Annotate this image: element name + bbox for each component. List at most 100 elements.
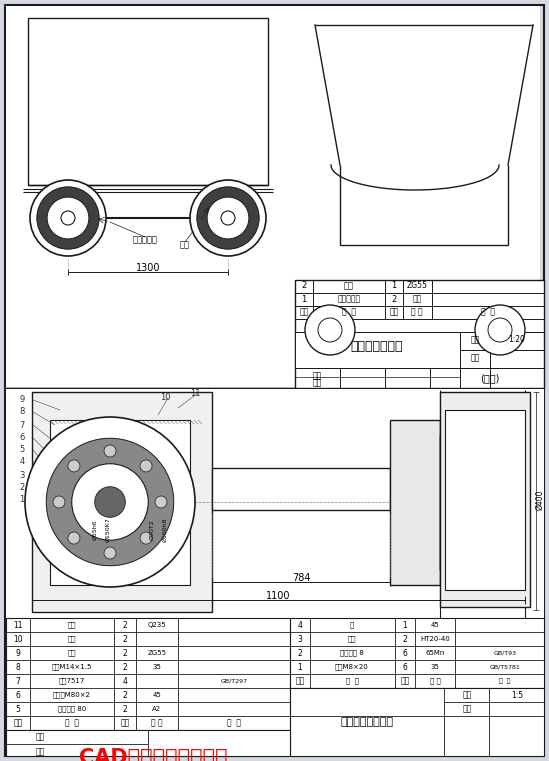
- Text: 10: 10: [13, 635, 23, 644]
- Circle shape: [46, 438, 173, 565]
- Text: 数量: 数量: [389, 307, 399, 317]
- Circle shape: [104, 445, 116, 457]
- Text: 1: 1: [391, 282, 396, 291]
- Text: 备  注: 备 注: [481, 307, 495, 317]
- Circle shape: [72, 463, 148, 540]
- Circle shape: [46, 233, 53, 240]
- Text: 1:5: 1:5: [511, 690, 523, 699]
- Text: 7: 7: [15, 677, 20, 686]
- Circle shape: [206, 233, 213, 240]
- Text: 8: 8: [19, 407, 25, 416]
- Text: 备  注: 备 注: [227, 718, 241, 728]
- Text: 压盖: 压盖: [68, 622, 76, 629]
- Circle shape: [475, 305, 525, 355]
- Bar: [290, 618, 544, 688]
- Text: 名  称: 名 称: [65, 718, 79, 728]
- Text: 矿车行走轮: 矿车行走轮: [338, 295, 361, 304]
- Text: 弹簧垫圈 8: 弹簧垫圈 8: [340, 650, 364, 656]
- Text: Ø55h6: Ø55h6: [92, 520, 98, 540]
- Text: 比例: 比例: [470, 336, 480, 345]
- Text: 1: 1: [298, 663, 302, 671]
- Text: 5: 5: [15, 705, 20, 714]
- Text: 2: 2: [122, 648, 127, 658]
- Circle shape: [199, 215, 206, 221]
- Text: 名  称: 名 称: [345, 678, 358, 684]
- Text: 2: 2: [391, 295, 396, 304]
- Text: Q235: Q235: [148, 622, 166, 628]
- Bar: [28, 18, 268, 185]
- Text: 45: 45: [430, 622, 439, 628]
- Text: 序号: 序号: [295, 677, 305, 686]
- Text: 重量: 重量: [462, 705, 472, 714]
- Bar: [440, 392, 530, 607]
- Bar: [390, 420, 440, 585]
- Circle shape: [207, 197, 249, 239]
- Circle shape: [30, 180, 106, 256]
- Text: 止动垫圈 80: 止动垫圈 80: [58, 705, 86, 712]
- Text: 矿车装配示意图: 矿车装配示意图: [351, 340, 404, 354]
- Text: 部件: 部件: [412, 295, 422, 304]
- Circle shape: [53, 496, 65, 508]
- Text: 35: 35: [430, 664, 439, 670]
- Circle shape: [38, 215, 46, 221]
- Text: 1: 1: [301, 295, 307, 304]
- Text: 6: 6: [15, 690, 20, 699]
- Text: 序号: 序号: [13, 718, 23, 728]
- Circle shape: [64, 189, 71, 196]
- Circle shape: [61, 211, 75, 225]
- Text: 审核: 审核: [312, 378, 322, 387]
- Text: 制图: 制图: [312, 371, 322, 380]
- Text: 6: 6: [402, 663, 407, 671]
- Text: 11: 11: [190, 389, 200, 397]
- Text: 11: 11: [13, 620, 23, 629]
- Circle shape: [206, 196, 213, 203]
- Circle shape: [140, 532, 152, 544]
- Circle shape: [91, 215, 97, 221]
- Text: 重量: 重量: [470, 354, 480, 362]
- Text: 材 料: 材 料: [151, 718, 163, 728]
- Text: 10: 10: [160, 393, 170, 403]
- Circle shape: [37, 187, 99, 249]
- Text: 2: 2: [122, 635, 127, 644]
- Circle shape: [225, 189, 232, 196]
- Circle shape: [305, 305, 355, 355]
- Text: 车斗: 车斗: [344, 282, 354, 291]
- Text: 2: 2: [122, 620, 127, 629]
- Circle shape: [225, 240, 232, 247]
- Bar: [6, 618, 290, 730]
- Text: (单位): (单位): [480, 373, 500, 383]
- Circle shape: [250, 215, 257, 221]
- Text: 材 料: 材 料: [430, 678, 440, 684]
- Text: 螺塞M14×1.5: 螺塞M14×1.5: [52, 664, 92, 670]
- Circle shape: [221, 211, 235, 225]
- Text: 3: 3: [19, 470, 25, 479]
- Text: 备  注: 备 注: [499, 678, 511, 684]
- Text: 矿车行走轮装配图: 矿车行走轮装配图: [340, 717, 394, 727]
- Text: Ø400: Ø400: [535, 490, 545, 510]
- Text: 车轮: 车轮: [68, 650, 76, 656]
- Bar: [6, 618, 544, 756]
- Text: 7: 7: [19, 421, 25, 429]
- Circle shape: [488, 318, 512, 342]
- Text: 制图: 制图: [36, 733, 45, 741]
- Text: Ø160h8: Ø160h8: [163, 517, 167, 543]
- Text: 3: 3: [298, 635, 302, 644]
- Bar: [295, 332, 460, 368]
- Text: 4: 4: [298, 620, 302, 629]
- Circle shape: [243, 196, 250, 203]
- Circle shape: [190, 180, 266, 256]
- Text: 35: 35: [153, 664, 161, 670]
- Circle shape: [243, 233, 250, 240]
- Text: 圆螺母M80×2: 圆螺母M80×2: [53, 692, 91, 699]
- Circle shape: [104, 547, 116, 559]
- Text: 9: 9: [19, 396, 25, 405]
- Circle shape: [197, 187, 259, 249]
- Text: 65Mn: 65Mn: [425, 650, 445, 656]
- Text: 4: 4: [19, 457, 25, 466]
- Text: 2: 2: [301, 282, 307, 291]
- Bar: [6, 389, 544, 619]
- Text: ZG55: ZG55: [407, 282, 428, 291]
- Text: 1: 1: [19, 495, 25, 505]
- Text: 序号: 序号: [299, 307, 309, 317]
- Text: 2: 2: [122, 663, 127, 671]
